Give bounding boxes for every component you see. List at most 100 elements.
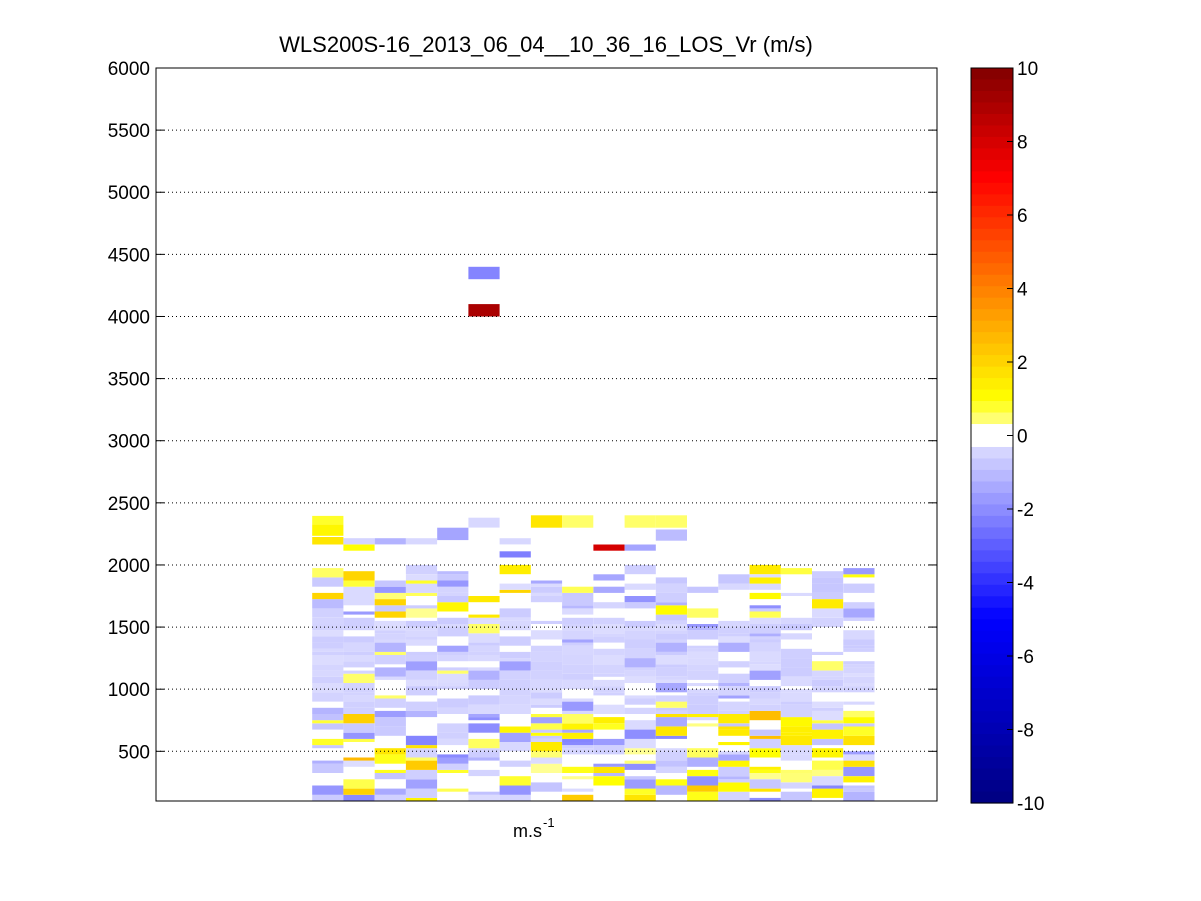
heatmap-cell [687, 627, 719, 631]
heatmap-cell [749, 664, 781, 671]
heatmap-cell [749, 636, 781, 640]
heatmap-cell [437, 592, 469, 596]
heatmap-cell [812, 617, 844, 624]
heatmap-cell [624, 763, 656, 770]
heatmap-cell [405, 679, 438, 687]
heatmap-cell [780, 667, 812, 677]
y-tick-label: 2000 [108, 556, 150, 577]
heatmap-cell [749, 580, 781, 584]
colorbar-band [971, 768, 1013, 781]
heatmap-cell [374, 605, 406, 612]
heatmap-cell [374, 726, 406, 736]
heatmap-cell [749, 624, 781, 634]
colorbar-band [971, 711, 1013, 724]
heatmap-cell [562, 624, 594, 628]
colorbar-band [971, 68, 1013, 81]
heatmap-cell [843, 760, 875, 767]
heatmap-cell [749, 788, 781, 792]
heatmap-cell [843, 676, 875, 683]
heatmap-cell [687, 785, 719, 792]
heatmap-cell [437, 602, 469, 612]
colorbar-band [971, 424, 1013, 437]
heatmap-cell [780, 692, 812, 702]
colorbar-tick-label: 4 [1017, 280, 1028, 301]
heatmap-cell [562, 639, 594, 643]
heatmap-cell [749, 639, 781, 643]
heatmap-cell [437, 757, 469, 764]
heatmap-cell [530, 689, 563, 693]
heatmap-cell [312, 592, 344, 600]
heatmap-cell [780, 568, 812, 575]
heatmap-cell [655, 602, 687, 606]
heatmap-cell [749, 605, 781, 609]
heatmap-cell [343, 788, 375, 795]
heatmap-cell [624, 602, 656, 609]
heatmap-cell [405, 779, 438, 789]
heatmap-cell [343, 642, 375, 652]
heatmap-cell [312, 745, 344, 749]
heatmap-cell [843, 735, 875, 746]
heatmap-cell [687, 670, 719, 680]
heatmap-cell [687, 608, 719, 618]
heatmap-cell [593, 544, 625, 551]
heatmap-cell [718, 701, 750, 711]
heatmap-cell [655, 592, 687, 603]
colorbar: -10 -8 -6 -4 -2 0 2 4 6 8 10 [970, 59, 1044, 815]
heatmap-cell [405, 605, 438, 609]
heatmap-cell [530, 738, 563, 742]
heatmap-cell [718, 776, 750, 780]
heatmap-cell [843, 701, 875, 705]
heatmap-cell [312, 537, 344, 545]
colorbar-band [971, 722, 1013, 735]
heatmap-cell [749, 617, 781, 624]
heatmap-cell [624, 707, 656, 714]
heatmap-cell [468, 670, 500, 680]
colorbar-tick-label: 8 [1017, 133, 1028, 154]
colorbar-band [971, 699, 1013, 712]
heatmap-cell [499, 551, 531, 558]
heatmap-cell [374, 586, 406, 593]
heatmap-cell [655, 605, 687, 615]
heatmap-cell [624, 729, 656, 739]
heatmap-cell [499, 704, 531, 714]
heatmap-cell [562, 655, 594, 665]
heatmap-cell [343, 580, 375, 587]
heatmap-cell [312, 642, 344, 649]
heatmap-cell [593, 773, 625, 777]
heatmap-cell [593, 692, 625, 696]
heatmap-cell [718, 766, 750, 777]
heatmap-cell [843, 630, 875, 640]
heatmap-cell [718, 742, 750, 746]
heatmap-cell [562, 788, 594, 792]
heatmap-cell [687, 791, 719, 801]
heatmap-cell [718, 574, 750, 584]
heatmap-cell [843, 617, 875, 621]
heatmap-cell [843, 608, 875, 618]
heatmap-cell [687, 692, 719, 696]
heatmap-cell [374, 788, 406, 795]
heatmap-cell [749, 608, 781, 612]
heatmap-cell [312, 577, 344, 587]
colorbar-band [971, 355, 1013, 368]
heatmap-cell [499, 636, 531, 646]
heatmap-cell [468, 738, 500, 749]
heatmap-cell [593, 766, 625, 773]
heatmap-cell [405, 592, 438, 596]
heatmap-cell [530, 620, 563, 624]
colorbar-band [971, 205, 1013, 218]
y-tick-label: 5500 [108, 121, 150, 142]
heatmap-cell [593, 602, 625, 609]
heatmap-cell [593, 738, 625, 746]
heatmap-cell [437, 574, 469, 581]
heatmap-cell [468, 645, 500, 652]
colorbar-band [971, 688, 1013, 701]
heatmap-cell [530, 742, 563, 752]
heatmap-cell [405, 630, 438, 637]
colorbar-band [971, 286, 1013, 299]
colorbar-tick-label: 2 [1017, 353, 1028, 374]
heatmap-cell [405, 608, 438, 618]
colorbar-band [971, 113, 1013, 127]
heatmap-cell [749, 735, 781, 739]
heatmap-cell [437, 732, 469, 739]
heatmap-cell [374, 769, 406, 773]
